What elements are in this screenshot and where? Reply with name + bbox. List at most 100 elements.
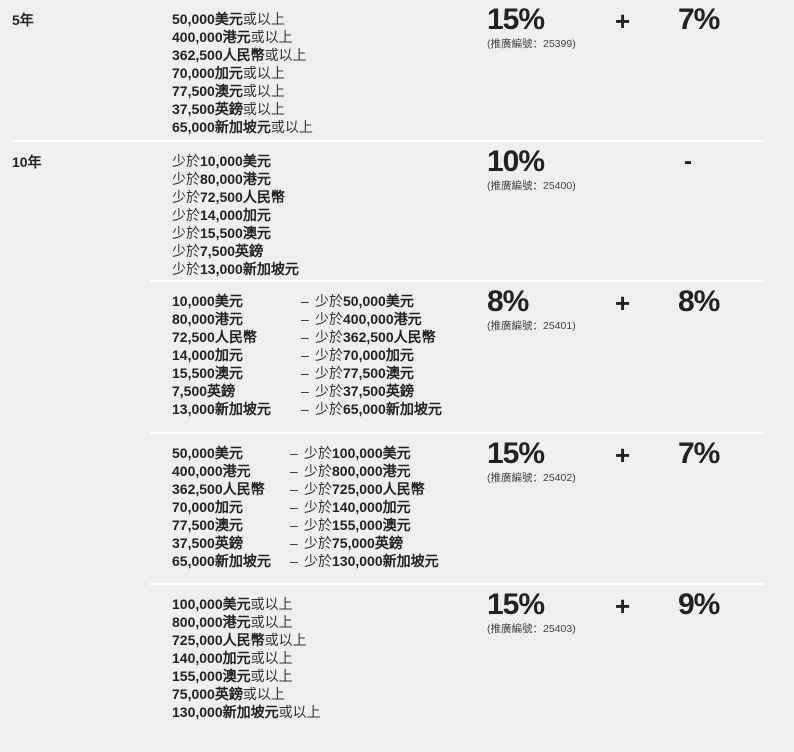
amount-from: 70,000加元 [172,499,243,515]
amount-line: 80,000港元 – 少於 400,000港元 [172,310,794,328]
less-than-label: 少於 [315,365,343,381]
amount-text: 400,000港元 [172,29,251,45]
amount-text: 10,000美元 [200,153,271,169]
amount-line: 725,000人民幣 或以上 [172,631,794,649]
amount-text: 或以上 [250,650,293,666]
amount-from: 400,000港元 [172,463,251,479]
amount-text: 或以上 [250,614,293,630]
row-divider [150,432,764,434]
base-rate-value: 15% [487,437,545,470]
term-label: 5年 [12,12,34,28]
base-rate-value: 15% [487,3,545,36]
deposit-tier-row: 100,000美元 或以上 800,000港元 或以上 725,000人民幣 或以上 140… [172,585,794,733]
amount-to: 725,000人民幣 [332,481,425,497]
less-than-label: 少於 [304,499,332,515]
deposit-amount-list: 10,000美元 – 少於 50,000美元 80,000港元 – 少於 400,000港元 7… [172,292,794,418]
amount-text: 7,500英鎊 [200,243,264,259]
amount-text: 或以上 [242,686,285,702]
amount-line: 72,500人民幣 – 少於 362,500人民幣 [172,328,794,346]
less-than-label: 少於 [304,553,332,569]
amount-text: 少於 [172,207,200,223]
less-than-label: 少於 [315,401,343,417]
amount-line: 800,000港元 或以上 [172,613,794,631]
range-dash: – [290,517,298,533]
promo-code: (推廣編號：25402) [487,472,576,484]
amount-text: 80,000港元 [200,171,271,187]
base-rate: 15% (推廣編號：25403) [487,589,576,636]
amount-line: 13,000新加坡元 – 少於 65,000新加坡元 [172,400,794,418]
range-dash: – [301,401,309,417]
less-than-label: 少於 [315,293,343,309]
amount-text: 13,000新加坡元 [200,261,299,277]
amount-to: 65,000新加坡元 [343,401,442,417]
base-rate-value: 10% [487,145,545,178]
amount-line: 130,000新加坡元 或以上 [172,703,794,721]
amount-line: 37,500英鎊 或以上 [172,100,794,118]
plus-sign: + [615,6,631,36]
amount-line: 77,500澳元 或以上 [172,82,794,100]
promo-code: (推廣編號：25400) [487,180,576,192]
amount-from: 80,000港元 [172,311,243,327]
range-dash: – [301,365,309,381]
amount-line: 65,000新加坡元 或以上 [172,118,794,136]
amount-from: 15,500澳元 [172,365,243,381]
amount-to: 400,000港元 [343,311,422,327]
amount-line: 50,000美元 – 少於 100,000美元 [172,444,794,462]
deposit-amount-list: 50,000美元 或以上 400,000港元 或以上 362,500人民幣 或以上 70,0… [172,10,794,136]
amount-text: 15,500澳元 [200,225,271,241]
amount-line: 少於 15,500澳元 [172,224,794,242]
amount-text: 或以上 [250,29,293,45]
bonus-rate-value: 7% [678,437,720,470]
row-divider [12,140,764,142]
base-rate: 8% (推廣編號：25401) [487,286,576,333]
amount-text: 70,000加元 [172,65,243,81]
amount-text: 或以上 [264,632,307,648]
amount-line: 362,500人民幣 – 少於 725,000人民幣 [172,480,794,498]
amount-line: 65,000新加坡元 – 少於 130,000新加坡元 [172,552,794,570]
bonus-rate-value: 9% [678,588,720,621]
tier-5-year: 5年 50,000美元 或以上 400,000港元 或以上 362,500人民幣 或以上 70… [0,0,794,142]
amount-line: 少於 14,000加元 [172,206,794,224]
amount-text: 或以上 [250,668,293,684]
amount-line: 70,000加元 或以上 [172,64,794,82]
range-dash: – [301,347,309,363]
amount-line: 75,000英鎊 或以上 [172,685,794,703]
amount-text: 少於 [172,225,200,241]
amount-line: 10,000美元 – 少於 50,000美元 [172,292,794,310]
deposit-amount-list: 少於 10,000美元 少於 80,000港元 少於 72,500人民幣 少於 14,000加… [172,152,794,278]
amount-from: 13,000新加坡元 [172,401,271,417]
deposit-tier-row: 50,000美元 或以上 400,000港元 或以上 362,500人民幣 或以上 70,0… [172,0,794,140]
range-dash: – [301,329,309,345]
amount-to: 37,500英鎊 [343,383,414,399]
amount-text: 或以上 [242,65,285,81]
amount-to: 155,000澳元 [332,517,411,533]
range-dash: – [301,383,309,399]
amount-line: 400,000港元 – 少於 800,000港元 [172,462,794,480]
amount-text: 或以上 [242,101,285,117]
deposit-tier-row: 50,000美元 – 少於 100,000美元 400,000港元 – 少於 800,000港… [172,434,794,583]
amount-text: 14,000加元 [200,207,271,223]
plus-sign: + [615,288,631,318]
amount-line: 15,500澳元 – 少於 77,500澳元 [172,364,794,382]
promo-code: (推廣編號：25399) [487,38,576,50]
less-than-label: 少於 [304,535,332,551]
amount-text: 或以上 [264,47,307,63]
range-dash: – [290,463,298,479]
amount-text: 37,500英鎊 [172,101,243,117]
amount-line: 少於 80,000港元 [172,170,794,188]
amount-text: 少於 [172,189,200,205]
amount-text: 130,000新加坡元 [172,704,279,720]
amount-text: 或以上 [270,119,313,135]
amount-text: 或以上 [242,11,285,27]
amount-line: 7,500英鎊 – 少於 37,500英鎊 [172,382,794,400]
amount-from: 37,500英鎊 [172,535,243,551]
bonus-rate-value: 8% [678,285,720,318]
bonus-rate-value: - [684,148,692,175]
base-rate-value: 15% [487,588,545,621]
amount-line: 少於 10,000美元 [172,152,794,170]
amount-text: 或以上 [278,704,321,720]
less-than-label: 少於 [315,383,343,399]
amount-line: 70,000加元 – 少於 140,000加元 [172,498,794,516]
range-dash: – [290,499,298,515]
plus-sign: + [615,440,631,470]
